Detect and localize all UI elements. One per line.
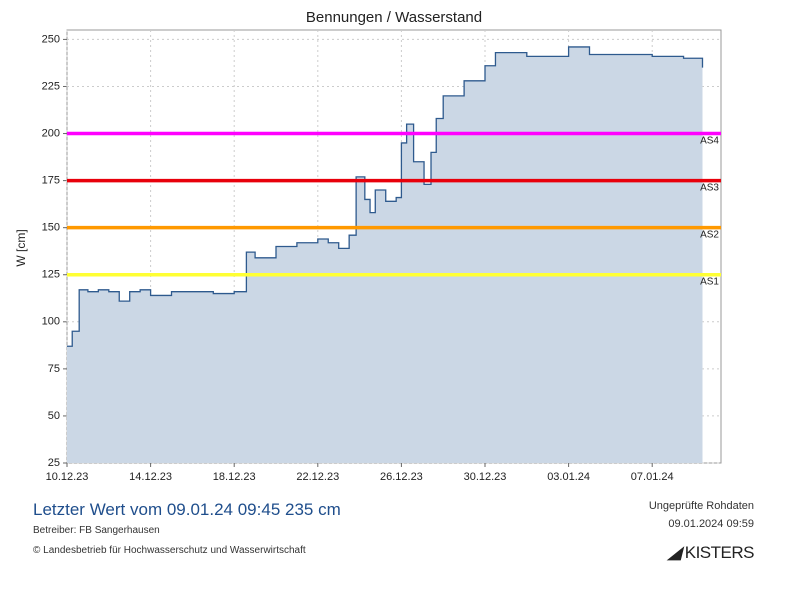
y-tick-label: 50 — [48, 410, 60, 422]
line — [67, 46, 704, 347]
y-tick-label: 225 — [42, 80, 60, 92]
x-tick-label: 26.12.23 — [380, 471, 423, 480]
area-fill — [67, 46, 703, 463]
x-tick-label: 30.12.23 — [464, 471, 507, 480]
threshold-label: AS4 — [700, 136, 719, 147]
y-tick-label: 150 — [42, 222, 60, 234]
threshold-label: AS1 — [700, 277, 719, 288]
x-tick-label: 18.12.23 — [213, 471, 256, 480]
y-tick-label: 200 — [42, 127, 60, 139]
operator: Betreiber: FB Sangerhausen — [33, 525, 160, 536]
y-tick-label: 250 — [42, 33, 60, 45]
y-tick-label: 25 — [48, 457, 60, 469]
threshold-label: AS2 — [700, 230, 719, 241]
data-status: Ungeprüfte Rohdaten — [648, 500, 754, 512]
x-tick-label: 03.01.24 — [547, 471, 590, 480]
y-tick-label: 100 — [42, 316, 60, 328]
logo: ◢ KISTERS — [667, 543, 755, 562]
threshold-label: AS3 — [700, 183, 719, 194]
x-tick-label: 14.12.23 — [129, 471, 172, 480]
chart-title: Bennungen / Wasserstand — [306, 9, 482, 26]
x-tick-label: 10.12.23 — [46, 471, 89, 480]
x-tick-label: 07.01.24 — [631, 471, 674, 480]
y-tick-label: 125 — [42, 269, 60, 281]
logo-text: KISTERS — [684, 543, 755, 562]
timestamp: 09.01.2024 09:59 — [668, 518, 754, 530]
y-axis-label: W [cm] — [14, 229, 28, 266]
chart: Bennungen / Wasserstand W [cm] 25 50 75 100… — [14, 9, 722, 480]
y-tick-label: 75 — [48, 363, 60, 375]
copyright: © Landesbetrieb für Hochwasserschutz und… — [33, 545, 306, 556]
latest-value: Letzter Wert vom 09.01.24 09:45 235 cm — [33, 500, 341, 519]
y-tick-label: 175 — [42, 175, 60, 187]
x-tick-label: 22.12.23 — [296, 471, 339, 480]
